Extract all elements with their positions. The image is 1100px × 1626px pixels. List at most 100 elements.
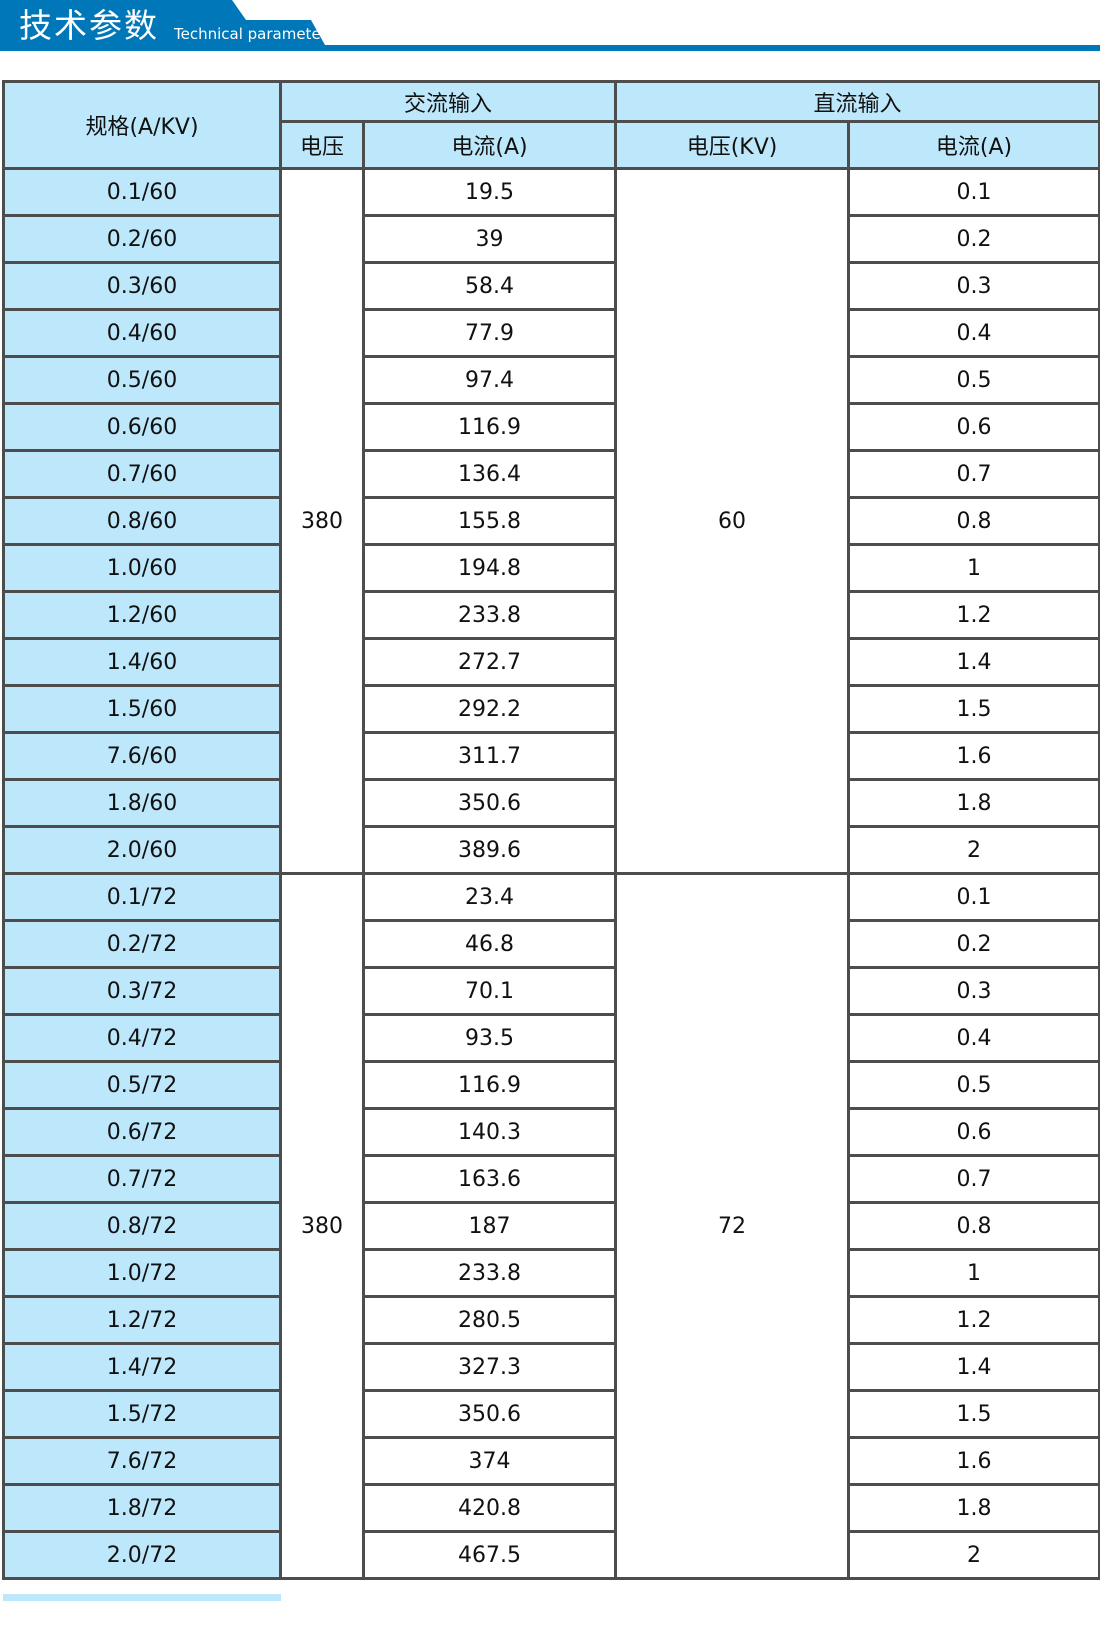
spec-cell: 0.6/60 — [2, 402, 282, 452]
ac-current-cell: 93.5 — [361, 1013, 618, 1063]
ac-current-cell: 420.8 — [361, 1483, 618, 1533]
dc-current-cell: 0.1 — [847, 167, 1100, 217]
ac-current-cell: 374 — [361, 1436, 618, 1486]
spec-cell: 0.1/72 — [2, 872, 282, 922]
table-row: 0.6/72 140.3 0.6 — [2, 1107, 1100, 1157]
spec-cell: 0.8/72 — [2, 1201, 282, 1251]
spec-cell: 1.8/72 — [2, 1483, 282, 1533]
dc-current-cell: 1.5 — [847, 684, 1100, 734]
table-row: 1.8/72 420.8 1.8 — [2, 1483, 1100, 1533]
ac-current-cell: 46.8 — [361, 919, 618, 969]
dc-current-cell: 1.6 — [847, 1436, 1100, 1486]
header-dc-voltage: 电压(KV) — [614, 120, 851, 170]
table-row: 1.5/72 350.6 1.5 — [2, 1389, 1100, 1439]
spec-cell: 1.2/72 — [2, 1295, 282, 1345]
dc-current-cell: 1.5 — [847, 1389, 1100, 1439]
table-row: 0.2/72 46.8 0.2 — [2, 919, 1100, 969]
header-ac-input: 交流输入 — [278, 80, 618, 123]
header-dc-input: 直流输入 — [614, 80, 1100, 123]
ac-current-cell: 19.5 — [361, 167, 618, 217]
ac-current-cell: 272.7 — [361, 637, 618, 687]
spec-cell: 0.7/60 — [2, 449, 282, 499]
ac-current-cell: 116.9 — [361, 402, 618, 452]
dc-current-cell: 0.3 — [847, 261, 1100, 311]
ac-current-cell: 140.3 — [361, 1107, 618, 1157]
dc-current-cell: 1.6 — [847, 731, 1100, 781]
dc-current-cell: 1.2 — [847, 1295, 1100, 1345]
ac-current-cell: 155.8 — [361, 496, 618, 546]
dc-current-cell: 1.4 — [847, 637, 1100, 687]
table-row: 0.7/60 136.4 0.7 — [2, 449, 1100, 499]
dc-current-cell: 0.1 — [847, 872, 1100, 922]
ac-current-cell: 70.1 — [361, 966, 618, 1016]
ac-current-cell: 194.8 — [361, 543, 618, 593]
dc-current-cell: 1 — [847, 543, 1100, 593]
dc-current-cell: 1.4 — [847, 1342, 1100, 1392]
dc-current-cell: 0.6 — [847, 1107, 1100, 1157]
spec-cell: 0.7/72 — [2, 1154, 282, 1204]
section-banner: 技术参数 Technical parameter — [0, 0, 1100, 52]
dc-current-cell: 0.8 — [847, 496, 1100, 546]
table-row: 0.1/72 380 23.4 72 0.1 — [2, 872, 1100, 1580]
ac-current-cell: 311.7 — [361, 731, 618, 781]
decorative-strip — [3, 1594, 281, 1601]
table-row: 2.0/72 467.5 2 — [2, 1530, 1100, 1580]
spec-cell: 0.4/60 — [2, 308, 282, 358]
spec-cell: 0.8/60 — [2, 496, 282, 546]
ac-current-cell: 97.4 — [361, 355, 618, 405]
table-row: 0.1/60 380 19.5 60 0.1 — [2, 167, 1100, 875]
table-row: 7.6/72 374 1.6 — [2, 1436, 1100, 1486]
banner-shape — [0, 0, 1100, 51]
spec-cell: 1.2/60 — [2, 590, 282, 640]
spec-cell: 0.6/72 — [2, 1107, 282, 1157]
dc-current-cell: 1.8 — [847, 778, 1100, 828]
table-row: 0.6/60 116.9 0.6 — [2, 402, 1100, 452]
table-row: 0.5/60 97.4 0.5 — [2, 355, 1100, 405]
ac-current-cell: 136.4 — [361, 449, 618, 499]
spec-cell: 1.0/60 — [2, 543, 282, 593]
table-row: 0.3/60 58.4 0.3 — [2, 261, 1100, 311]
table-row: 0.2/60 39 0.2 — [2, 214, 1100, 264]
table-row: 1.0/72 233.8 1 — [2, 1248, 1100, 1298]
dc-voltage-cell: 60 — [614, 167, 851, 875]
ac-current-cell: 292.2 — [361, 684, 618, 734]
dc-current-cell: 0.5 — [847, 1060, 1100, 1110]
table-row: 0.4/60 77.9 0.4 — [2, 308, 1100, 358]
spec-cell: 0.5/72 — [2, 1060, 282, 1110]
table-body: 0.1/60 380 19.5 60 0.1 0.2/60 39 0.2 0.3/60 58.4 0… — [2, 167, 1100, 1580]
spec-cell: 0.3/60 — [2, 261, 282, 311]
spec-cell: 7.6/60 — [2, 731, 282, 781]
table-row: 0.5/72 116.9 0.5 — [2, 1060, 1100, 1110]
spec-cell: 1.8/60 — [2, 778, 282, 828]
spec-cell: 1.0/72 — [2, 1248, 282, 1298]
table-row: 1.0/60 194.8 1 — [2, 543, 1100, 593]
ac-current-cell: 327.3 — [361, 1342, 618, 1392]
dc-current-cell: 2 — [847, 825, 1100, 875]
spec-cell: 0.3/72 — [2, 966, 282, 1016]
header-ac-voltage: 电压 — [279, 120, 365, 170]
section-title: 技术参数 — [19, 6, 159, 45]
table-row: 2.0/60 389.6 2 — [2, 825, 1100, 875]
ac-current-cell: 280.5 — [361, 1295, 618, 1345]
table-row: 0.4/72 93.5 0.4 — [2, 1013, 1100, 1063]
section-subtitle: Technical parameter — [174, 25, 327, 43]
table-row: 0.8/60 155.8 0.8 — [2, 496, 1100, 546]
spec-cell: 1.5/72 — [2, 1389, 282, 1439]
dc-current-cell: 0.4 — [847, 1013, 1100, 1063]
ac-current-cell: 116.9 — [361, 1060, 618, 1110]
table-row: 1.8/60 350.6 1.8 — [2, 778, 1100, 828]
dc-current-cell: 1.8 — [847, 1483, 1100, 1533]
spec-cell: 0.1/60 — [2, 167, 282, 217]
table-row: 0.7/72 163.6 0.7 — [2, 1154, 1100, 1204]
dc-current-cell: 2 — [847, 1530, 1100, 1580]
ac-current-cell: 233.8 — [361, 590, 618, 640]
ac-current-cell: 187 — [361, 1201, 618, 1251]
dc-current-cell: 0.7 — [847, 449, 1100, 499]
header-spec: 规格(A/KV) — [2, 80, 282, 170]
ac-voltage-cell: 380 — [279, 872, 365, 1580]
table-row: 1.4/72 327.3 1.4 — [2, 1342, 1100, 1392]
ac-voltage-cell: 380 — [279, 167, 365, 875]
spec-cell: 0.4/72 — [2, 1013, 282, 1063]
spec-cell: 0.2/60 — [2, 214, 282, 264]
table-row: 7.6/60 311.7 1.6 — [2, 731, 1100, 781]
